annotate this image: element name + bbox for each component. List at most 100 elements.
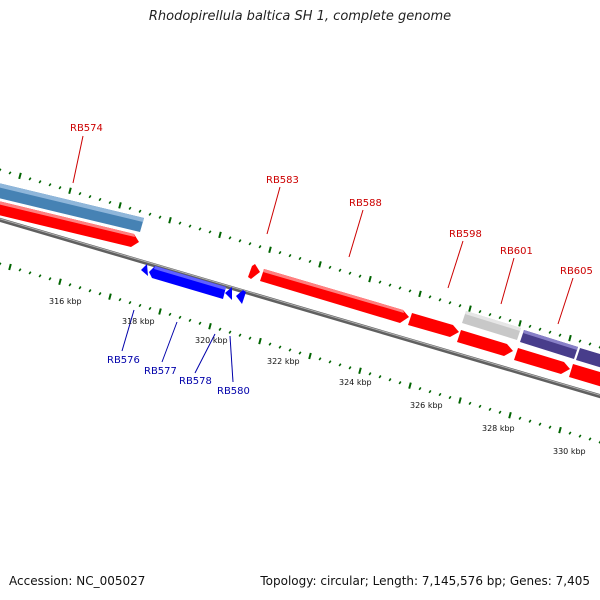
inner-ring-minor-tick: [368, 372, 372, 376]
inner-ring-minor-tick: [448, 395, 452, 400]
outer-ring-minor-tick: [328, 265, 332, 270]
forward-gene-rb598a: [408, 313, 459, 337]
topology-text: Topology: circular; Length: 7,145,576 bp…: [260, 574, 590, 588]
inner-ring-minor-tick: [588, 437, 592, 441]
outer-ring-minor-tick: [258, 245, 262, 249]
tick-label-318: 318 kbp: [122, 317, 155, 326]
map-title: Rhodopirellula baltica SH 1, complete ge…: [148, 9, 452, 24]
inner-ring-minor-tick: [68, 283, 72, 287]
outer-ring-minor-tick: [558, 333, 562, 337]
inner-ring-minor-tick: [198, 321, 202, 325]
forward-gene-rb583: [248, 264, 260, 279]
outer-ring-major-tick: [418, 290, 422, 298]
outer-ring-minor-tick: [478, 309, 482, 314]
gene-label-rb583: RB583: [266, 175, 299, 186]
forward-gene-rb588: [260, 269, 409, 323]
leader-rb588: [348, 209, 364, 258]
outer-ring-minor-tick: [388, 283, 392, 287]
inner-ring-minor-tick: [328, 360, 332, 364]
inner-ring-minor-tick: [248, 336, 252, 340]
tick-label-326: 326 kbp: [410, 401, 443, 410]
inner-ring-minor-tick: [298, 351, 302, 355]
outer-ring-minor-tick: [178, 221, 182, 225]
inner-ring-minor-tick: [18, 268, 22, 272]
outer-ring-minor-tick: [8, 171, 12, 175]
outer-ring-minor-tick: [598, 345, 600, 349]
inner-ring-minor-tick: [48, 277, 52, 281]
inner-ring-minor-tick: [38, 274, 42, 278]
outer-ring-minor-tick: [288, 253, 292, 258]
forward-gene-rb588-shine: [263, 269, 404, 313]
purple-feature-2: [576, 348, 600, 368]
outer-ring-minor-tick: [358, 274, 362, 278]
outer-ring-minor-tick: [528, 324, 532, 329]
inner-ring-minor-tick: [468, 401, 472, 406]
inner-ring-minor-tick: [488, 407, 492, 412]
gene-label-rb578: RB578: [179, 376, 212, 387]
inner-ring-minor-tick: [0, 262, 2, 266]
inner-ring-minor-tick: [188, 318, 192, 323]
tick-label-328: 328 kbp: [482, 424, 515, 433]
outer-ring-major-tick: [218, 231, 222, 239]
grey-feature: [462, 311, 521, 340]
inner-ring-minor-tick: [88, 289, 92, 293]
outer-ring-major-tick: [368, 275, 372, 283]
grey-feature-shine: [465, 311, 521, 331]
outer-ring-minor-tick: [78, 191, 82, 196]
inner-ring-minor-tick: [418, 386, 422, 391]
outer-ring-minor-tick: [158, 215, 162, 219]
inner-ring-minor-tick: [138, 303, 142, 308]
inner-ring-minor-tick: [28, 271, 32, 275]
inner-ring-minor-tick: [598, 440, 600, 444]
leader-rb598: [447, 240, 464, 289]
outer-tick-ring: [0, 168, 600, 349]
forward-gene-rb601: [514, 348, 570, 374]
outer-ring-minor-tick: [278, 250, 282, 255]
forward-gene-rb605: [569, 364, 600, 387]
inner-ring-major-tick: [208, 323, 212, 330]
outer-ring-major-tick: [468, 305, 472, 312]
outer-ring-minor-tick: [398, 286, 402, 290]
outer-ring-minor-tick: [308, 259, 312, 264]
gene-label-rb605: RB605: [560, 266, 593, 277]
outer-ring-minor-tick: [198, 227, 202, 231]
leader-rb578: [194, 333, 216, 374]
reverse-gene-rb578: [225, 287, 232, 300]
inner-ring-major-tick: [8, 263, 12, 271]
tick-label-322: 322 kbp: [267, 357, 300, 366]
outer-ring-minor-tick: [88, 194, 92, 199]
outer-ring-minor-tick: [338, 268, 342, 272]
inner-ring-minor-tick: [548, 425, 552, 429]
genome-backbone-highlight: [0, 218, 600, 396]
leader-rb605: [557, 277, 574, 325]
inner-ring-minor-tick: [398, 381, 402, 385]
inner-ring-minor-tick: [438, 392, 442, 397]
outer-ring-major-tick: [318, 261, 322, 268]
inner-ring-minor-tick: [128, 300, 132, 305]
inner-ring-major-tick: [108, 293, 112, 300]
forward-gene-rb574-shine: [0, 201, 135, 237]
inner-ring-minor-tick: [218, 327, 222, 331]
outer-ring-minor-tick: [408, 289, 412, 293]
gene-label-rb576: RB576: [107, 355, 140, 366]
inner-ring-minor-tick: [578, 434, 582, 438]
outer-ring-minor-tick: [458, 304, 462, 308]
outer-ring-major-tick: [568, 334, 572, 342]
outer-ring-minor-tick: [448, 301, 452, 305]
outer-ring-major-tick: [18, 172, 22, 180]
leader-rb601: [500, 257, 515, 305]
reverse-gene-rb576: [141, 264, 148, 276]
inner-ring-minor-tick: [168, 312, 172, 317]
gene-label-rb598: RB598: [449, 229, 482, 240]
outer-ring-minor-tick: [228, 236, 232, 240]
inner-ring-minor-tick: [278, 345, 282, 349]
inner-ring-major-tick: [308, 352, 312, 360]
inner-ring-minor-tick: [78, 286, 82, 290]
inner-ring-major-tick: [558, 426, 562, 434]
inner-ring-major-tick: [408, 382, 412, 389]
purple-feature-1: [520, 330, 578, 359]
outer-ring-minor-tick: [48, 183, 52, 187]
inner-ring-minor-tick: [288, 348, 292, 352]
tick-label-316: 316 kbp: [49, 297, 82, 306]
